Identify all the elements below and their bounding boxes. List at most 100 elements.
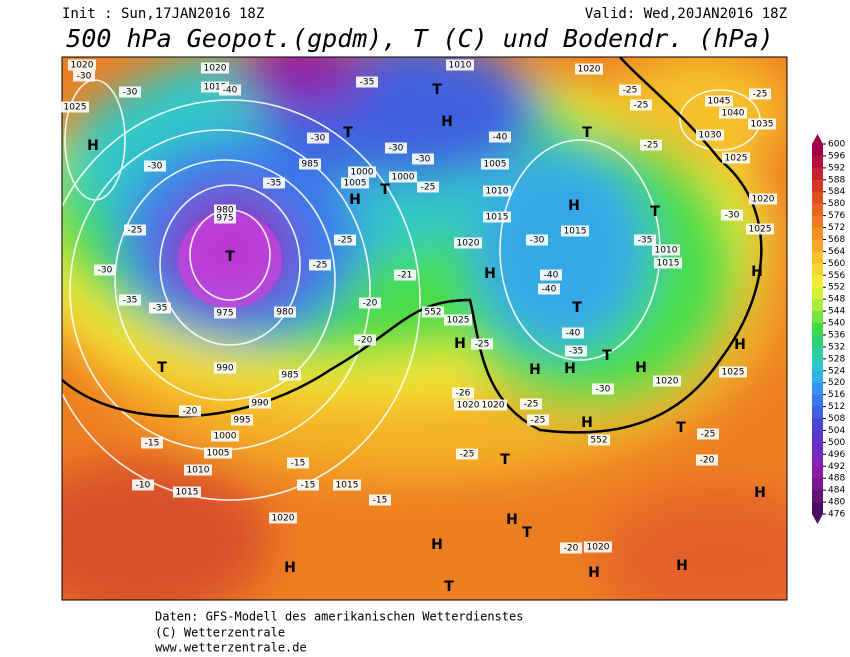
label-box xyxy=(279,369,301,381)
colorbar-label: 572 xyxy=(828,223,845,233)
colorbar-segment xyxy=(812,334,823,348)
contour-label: 985 xyxy=(281,371,298,381)
colorbar-segment xyxy=(812,275,823,288)
label-box xyxy=(385,142,407,154)
contour-label: -20 xyxy=(358,336,373,346)
pressure-center: T xyxy=(380,182,390,198)
contour-label: -25 xyxy=(623,86,638,96)
label-box xyxy=(588,434,610,446)
contour-label: 990 xyxy=(216,364,233,374)
pressure-center: H xyxy=(454,336,466,352)
contour-label: 1030 xyxy=(699,131,722,141)
contour-label: -40 xyxy=(223,86,238,96)
contour-label: 980 xyxy=(216,206,233,216)
contour-label: -20 xyxy=(564,544,579,554)
label-box xyxy=(144,160,166,172)
map xyxy=(62,57,787,600)
label-box xyxy=(444,314,472,326)
contour-label: -40 xyxy=(493,133,508,143)
contour-label: 1010 xyxy=(187,466,210,476)
colorbar-label: 488 xyxy=(828,474,845,484)
pressure-center: H xyxy=(581,415,593,431)
colorbar-label: 480 xyxy=(828,498,845,508)
map-frame xyxy=(61,56,788,601)
colorbar-label: 520 xyxy=(828,378,845,388)
colorbar-segment xyxy=(812,227,823,240)
contour-label: -40 xyxy=(566,329,581,339)
colorbar-segment xyxy=(812,490,823,503)
label-box xyxy=(452,387,474,399)
label-box xyxy=(214,212,236,224)
label-box xyxy=(309,259,331,271)
label-box xyxy=(456,448,478,460)
pressure-center: T xyxy=(572,300,582,316)
contour-label: -40 xyxy=(544,271,559,281)
contour-label: 985 xyxy=(301,160,318,170)
label-box xyxy=(307,132,329,144)
contour-label: 980 xyxy=(276,308,293,318)
pressure-center: H xyxy=(751,264,763,280)
contour-label: 1015 xyxy=(176,488,199,498)
pressure-center: H xyxy=(484,266,496,282)
pressure-center: T xyxy=(444,579,454,595)
pressure-center: H xyxy=(568,198,580,214)
label-box xyxy=(652,244,680,256)
colorbar-segment xyxy=(812,179,823,193)
label-box xyxy=(630,99,652,111)
footer-line: (C) Wetterzentrale xyxy=(155,626,285,640)
colorbar-label: 596 xyxy=(828,151,845,161)
colorbar-label: 492 xyxy=(828,462,845,472)
label-box xyxy=(562,327,584,339)
label-box xyxy=(654,257,682,269)
colorbar-segment xyxy=(812,299,823,312)
colorbar-label: 516 xyxy=(828,390,845,400)
contour-label: -30 xyxy=(123,88,138,98)
contour-label: -15 xyxy=(145,439,160,449)
label-box xyxy=(394,269,416,281)
contour-label: -30 xyxy=(311,134,326,144)
colorbar-segment xyxy=(812,406,823,420)
contour-label: -25 xyxy=(701,430,716,440)
colorbar-label: 580 xyxy=(828,199,845,209)
label-box xyxy=(592,383,614,395)
contour-label: 1025 xyxy=(447,316,470,326)
colorbar-segment xyxy=(812,287,823,300)
label-box xyxy=(749,193,777,205)
contour-label: -25 xyxy=(524,400,539,410)
pressure-center: T xyxy=(650,204,660,220)
contour-label: 1015 xyxy=(336,481,359,491)
contour-label: 1015 xyxy=(486,213,509,223)
pressure-center: H xyxy=(734,337,746,353)
colorbar-segment xyxy=(812,346,823,360)
label-box xyxy=(119,86,141,98)
label-box xyxy=(696,129,724,141)
contour-label: -15 xyxy=(291,459,306,469)
label-box xyxy=(481,158,509,170)
contour-label: -26 xyxy=(456,389,471,399)
colorbar-label: 532 xyxy=(828,342,845,352)
contour-label: -30 xyxy=(725,211,740,221)
pressure-center: T xyxy=(432,82,442,98)
pressure-center: H xyxy=(431,537,443,553)
label-box xyxy=(141,437,163,449)
contour-label: 1020 xyxy=(587,543,610,553)
contour-label: -35 xyxy=(360,78,375,88)
contour-label: 1020 xyxy=(752,195,775,205)
colorbar-segment xyxy=(812,251,823,264)
colorbar-segment xyxy=(812,155,823,169)
contour-label: 1020 xyxy=(71,61,94,71)
label-box xyxy=(526,234,548,246)
contour-label: -25 xyxy=(753,90,768,100)
colorbar-label: 496 xyxy=(828,450,845,460)
contour-label: 995 xyxy=(233,416,250,426)
colorbar-segment xyxy=(812,430,823,443)
label-box xyxy=(184,464,212,476)
label-box xyxy=(214,307,236,319)
contour-label: -30 xyxy=(148,162,163,172)
colorbar-label: 544 xyxy=(828,307,845,317)
colorbar-segment xyxy=(812,191,823,205)
contour-label: -10 xyxy=(136,481,151,491)
label-box xyxy=(489,131,511,143)
